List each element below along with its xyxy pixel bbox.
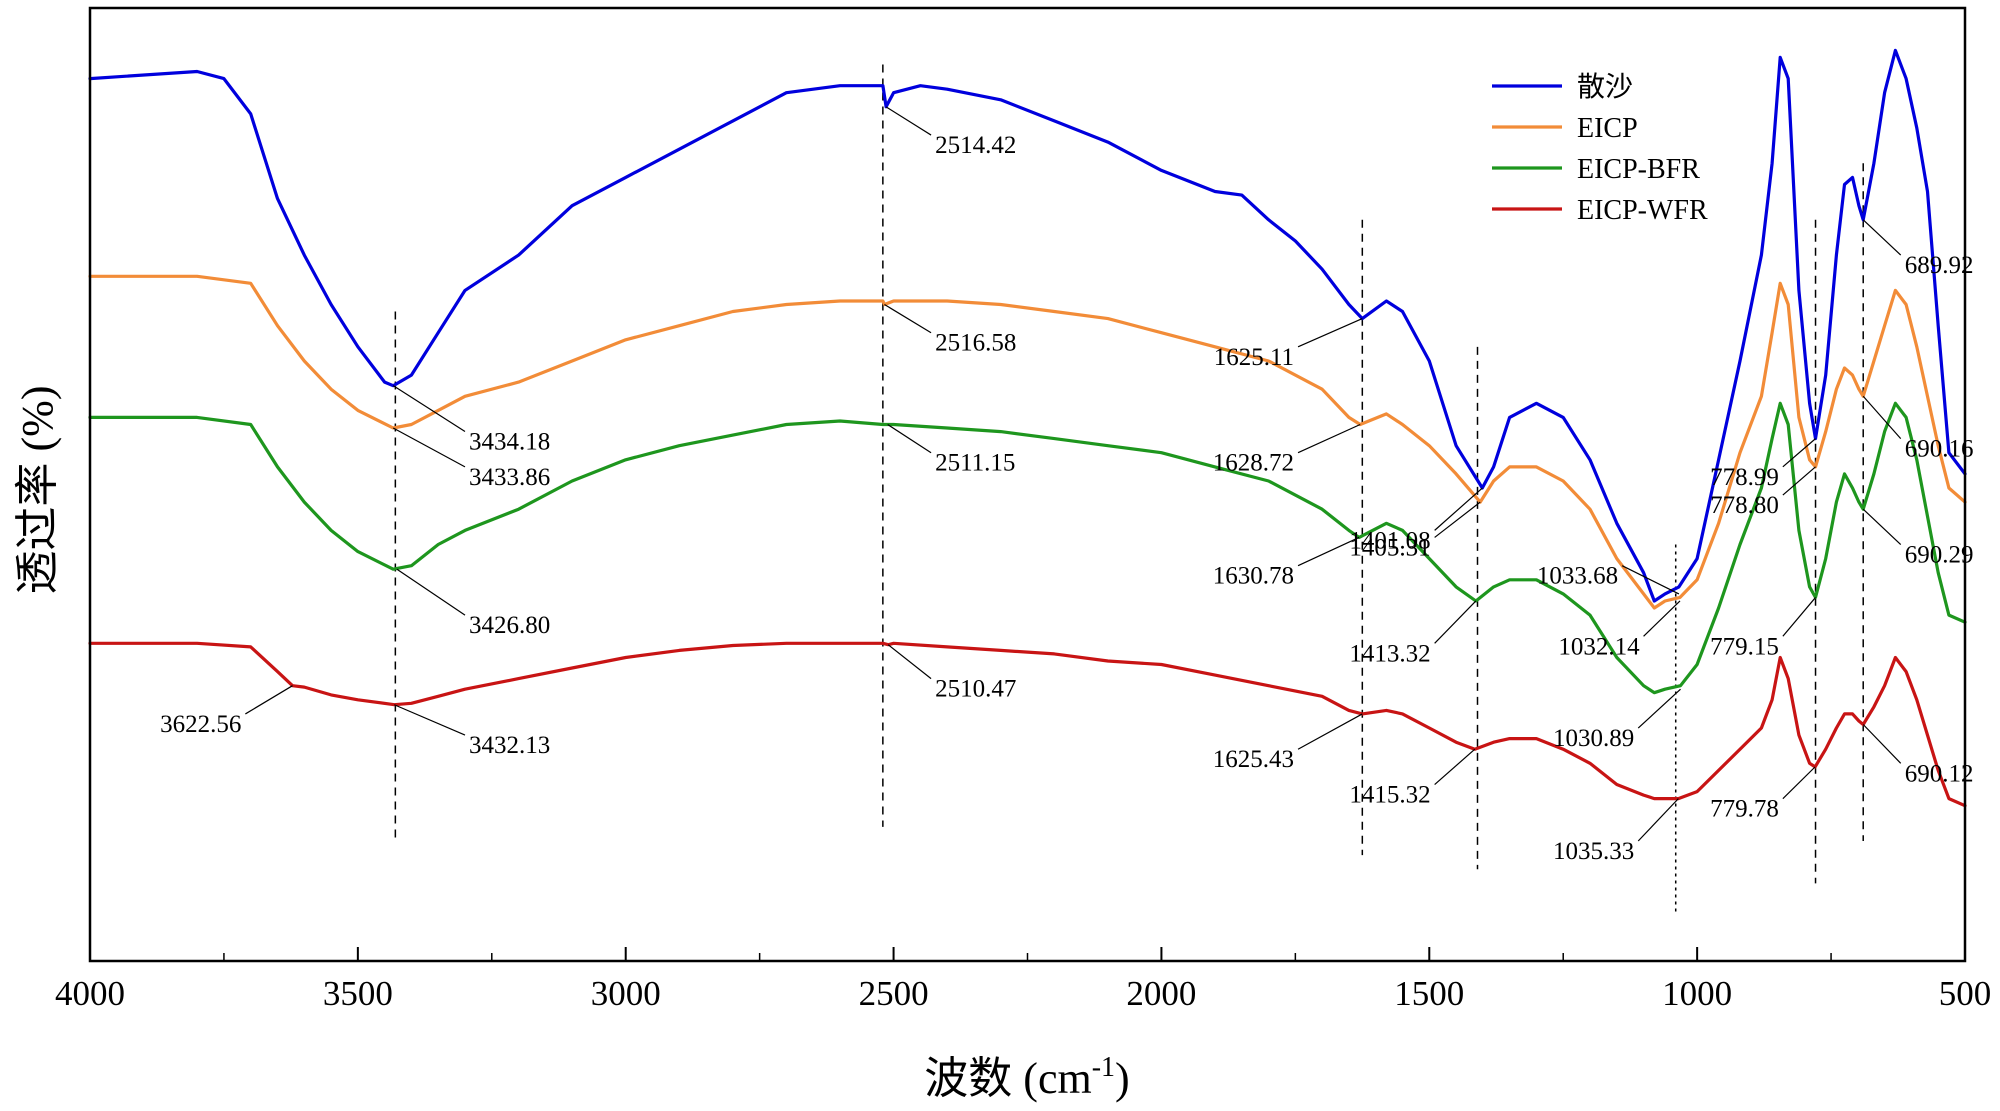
x-tick-label-1: 3500 — [323, 974, 393, 1013]
annotation-label-17: 1413.32 — [1349, 640, 1430, 667]
annotation-leader-23 — [887, 644, 932, 680]
annotation-label-15: 2511.15 — [935, 450, 1015, 477]
legend: 散沙 EICP EICP-BFR EICP-WFR — [1492, 71, 1708, 226]
annotation-leader-3 — [1434, 487, 1483, 531]
annotation-label-19: 779.15 — [1710, 633, 1779, 660]
annotation-label-0: 3434.18 — [469, 429, 550, 456]
annotation-leader-5 — [1862, 219, 1902, 256]
legend-label-2: EICP-BFR — [1577, 154, 1700, 185]
annotation-leader-11 — [1643, 600, 1681, 637]
x-tick-label-2: 3000 — [591, 974, 661, 1013]
annotation-label-13: 690.16 — [1905, 436, 1974, 463]
annotation-label-25: 1415.32 — [1349, 782, 1430, 809]
annotation-label-4: 778.99 — [1710, 464, 1779, 491]
annotation-leader-25 — [1434, 748, 1476, 785]
annotation-leader-6 — [392, 427, 466, 468]
annotation-leader-1 — [885, 106, 932, 136]
annotation-leader-4 — [1782, 438, 1816, 468]
series-line-3 — [88, 641, 1967, 808]
legend-label-0: 散沙 — [1577, 71, 1633, 103]
annotation-label-24: 1625.43 — [1213, 746, 1294, 773]
annotation-leader-17 — [1434, 600, 1477, 644]
annotation-label-9: 1405.31 — [1349, 534, 1430, 561]
y-axis-title: 透过率 (%) — [13, 386, 62, 595]
x-tick-label-7: 500 — [1939, 974, 1992, 1013]
plot-frame — [88, 6, 1967, 963]
annotation-label-16: 1630.78 — [1213, 563, 1294, 590]
legend-label-3: EICP-WFR — [1577, 195, 1708, 226]
series-line-1 — [88, 274, 1967, 610]
annotation-leader-18 — [1637, 688, 1681, 729]
annotation-leader-12 — [1782, 466, 1816, 496]
annotation-label-18: 1030.89 — [1553, 725, 1634, 752]
annotation-label-27: 779.78 — [1710, 796, 1779, 823]
x-axis-title: 波数 (cm-1) — [924, 1052, 1129, 1103]
annotation-label-23: 2510.47 — [935, 676, 1016, 703]
annotation-label-11: 1032.14 — [1558, 633, 1640, 660]
annotation-label-8: 1628.72 — [1213, 450, 1294, 477]
x-tick-label-5: 1500 — [1394, 974, 1464, 1013]
annotation-leader-9 — [1434, 501, 1481, 538]
annotation-leader-0 — [392, 385, 466, 433]
guide-lines — [394, 64, 1864, 912]
annotation-leader-14 — [396, 568, 466, 616]
annotation-label-12: 778.80 — [1710, 492, 1779, 519]
annotation-label-7: 2516.58 — [935, 330, 1016, 357]
peak-annotations: 3434.18 2514.42 1625.11 1401.08 778.99 689.92… — [160, 106, 1974, 865]
x-axis-title-main: 波数 (cm — [924, 1054, 1091, 1103]
x-tick-label-6: 1000 — [1662, 974, 1732, 1013]
annotation-label-5: 689.92 — [1905, 252, 1974, 279]
x-tick-label-0: 4000 — [55, 974, 125, 1013]
annotation-leader-19 — [1782, 597, 1816, 637]
annotation-leader-16 — [1297, 536, 1360, 567]
annotation-leader-22 — [394, 704, 466, 736]
annotation-leader-15 — [887, 423, 932, 454]
annotation-leader-8 — [1297, 423, 1361, 454]
annotation-label-20: 690.29 — [1905, 542, 1974, 569]
annotation-leader-21 — [245, 685, 293, 715]
x-axis-title-sup: -1 — [1092, 1052, 1115, 1083]
annotation-leader-24 — [1297, 713, 1363, 750]
legend-label-1: EICP — [1577, 113, 1638, 144]
x-tick-label-3: 2500 — [859, 974, 929, 1013]
annotation-label-14: 3426.80 — [469, 612, 550, 639]
annotation-label-1: 2514.42 — [935, 132, 1016, 159]
annotation-leader-27 — [1782, 766, 1816, 800]
x-axis-ticks: 4000 3500 3000 2500 2000 1500 1000 500 — [55, 947, 1991, 1013]
annotation-label-21: 3622.56 — [160, 711, 241, 738]
annotation-leader-7 — [884, 303, 932, 334]
series-line-0 — [88, 48, 1967, 603]
annotation-label-2: 1625.11 — [1214, 344, 1294, 371]
annotation-leader-28 — [1862, 724, 1902, 764]
annotation-leader-10 — [1621, 565, 1680, 595]
x-tick-label-4: 2000 — [1126, 974, 1196, 1013]
annotation-label-3: 1401.08 — [1349, 527, 1430, 554]
annotation-label-22: 3432.13 — [469, 732, 550, 759]
annotation-leader-2 — [1297, 318, 1363, 348]
annotation-leader-26 — [1637, 798, 1679, 842]
annotation-label-26: 1035.33 — [1553, 838, 1634, 865]
series-line-2 — [88, 401, 1967, 695]
annotation-label-6: 3433.86 — [469, 464, 550, 491]
annotation-leader-20 — [1862, 508, 1902, 545]
annotation-label-28: 690.12 — [1905, 760, 1974, 787]
x-axis-title-close: ) — [1115, 1054, 1130, 1103]
annotation-label-10: 1033.68 — [1537, 563, 1618, 590]
annotation-leader-13 — [1862, 395, 1902, 440]
